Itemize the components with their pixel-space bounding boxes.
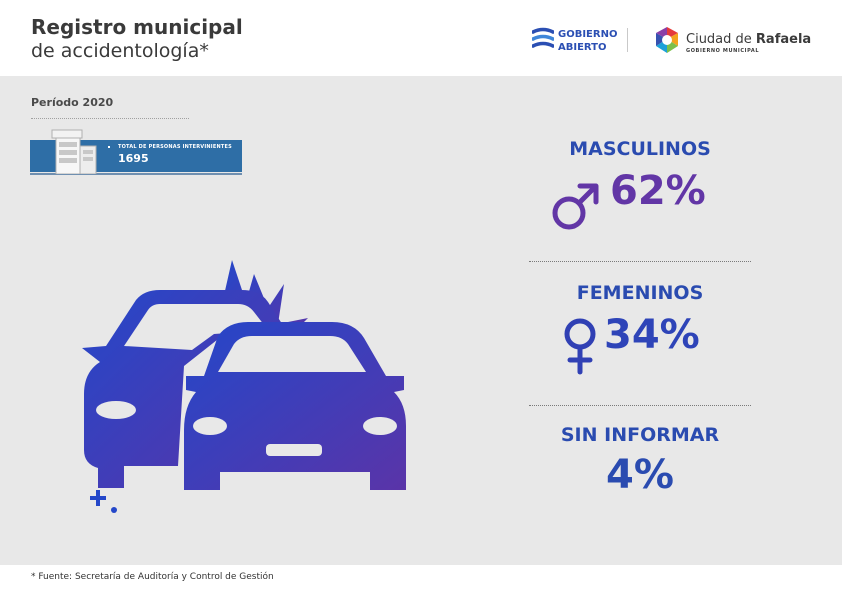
page-title: Registro municipal [31, 15, 243, 39]
period-label: Período 2020 [31, 96, 114, 109]
main-panel: Período 2020 TOTAL DE PERSONAS INTERVINI… [0, 76, 842, 565]
logo-divider [627, 28, 628, 52]
ciudad-rafaela-logo[interactable]: Ciudad de Rafaela GOBIERNO MUNICIPAL [653, 26, 813, 56]
front-car-icon [184, 322, 406, 490]
period-divider [31, 118, 189, 119]
ciudad-rafaela-icon [656, 27, 678, 53]
ciudad-rafaela-wordmark: Ciudad de Rafaela [686, 32, 811, 47]
total-box-underline [30, 173, 242, 175]
building-icon [51, 129, 97, 174]
gobierno-abierto-wordmark: GOBIERNO ABIERTO [558, 28, 617, 54]
male-label: MASCULINOS [569, 138, 711, 160]
back-car-icon [82, 290, 286, 488]
ciudad-rafaela-subtitle: GOBIERNO MUNICIPAL [686, 48, 760, 54]
unknown-percentage: 4% [606, 452, 674, 498]
bullet-icon [108, 146, 110, 148]
female-symbol-icon [564, 318, 596, 375]
header: Registro municipal de accidentología* GO… [0, 0, 842, 76]
source-footnote: * Fuente: Secretaría de Auditoría y Cont… [31, 572, 274, 582]
ciudad-name: Rafaela [755, 32, 812, 47]
ciudad-prefix: Ciudad de [686, 32, 756, 47]
gobierno-abierto-icon [532, 27, 554, 48]
male-percentage: 62% [610, 168, 706, 214]
stat-divider [529, 405, 751, 406]
gobierno-abierto-logo[interactable]: GOBIERNO ABIERTO [532, 27, 622, 55]
stat-divider [529, 261, 751, 262]
sparkle-icon [90, 490, 117, 513]
male-symbol-icon [552, 183, 599, 230]
gobierno-abierto-line1: GOBIERNO [558, 29, 618, 40]
page-subtitle: de accidentología* [31, 40, 209, 62]
unknown-label: SIN INFORMAR [560, 424, 720, 446]
female-label: FEMENINOS [576, 282, 704, 304]
total-persons-label: TOTAL DE PERSONAS INTERVINIENTES [118, 144, 232, 150]
total-persons-value: 1695 [118, 152, 149, 165]
gobierno-abierto-line2: ABIERTO [558, 42, 607, 53]
female-percentage: 34% [604, 312, 700, 358]
car-crash-illustration [82, 260, 406, 513]
